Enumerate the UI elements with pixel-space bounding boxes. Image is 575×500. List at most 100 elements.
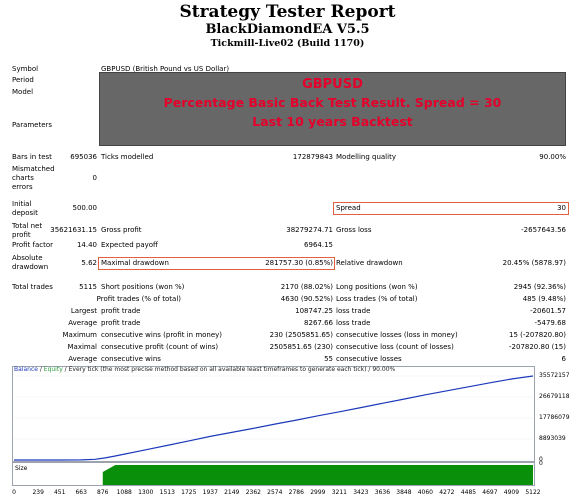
x-tick-label: 3211 — [331, 489, 347, 496]
x-tick-label: 2362 — [245, 489, 261, 496]
bars-label: Bars in test — [12, 153, 52, 161]
largest-label: Largest — [70, 307, 97, 315]
balance-chart — [12, 366, 535, 462]
largest-loss-value: -20601.57 — [530, 307, 566, 315]
largest-profit-value: 108747.25 — [295, 307, 333, 315]
banner-period: Last 10 years Backtest — [252, 114, 413, 129]
maximum-label: Maximum — [62, 331, 98, 339]
deposit-value: 500.00 — [72, 204, 98, 212]
x-tick-label: 2999 — [310, 489, 326, 496]
spread-label: Spread — [336, 204, 361, 212]
x-tick-label: 2574 — [267, 489, 283, 496]
largest-profit-label: profit trade — [101, 307, 141, 315]
max-cons-losses-label: consecutive losses (loss in money) — [336, 331, 458, 339]
abs-drawdown-label-2: drawdown — [12, 263, 49, 271]
x-tick-label: 4697 — [482, 489, 498, 496]
net-profit-label-2: profit — [12, 231, 31, 239]
parameters-label: Parameters — [12, 121, 53, 129]
max-cons-wins-value: 230 (2505851.65) — [269, 331, 333, 339]
gross-profit-value: 38279274.71 — [286, 226, 333, 234]
mismatch-label-3: errors — [12, 183, 33, 191]
legend-separator: / — [37, 366, 44, 373]
x-tick-label: 876 — [97, 489, 109, 496]
size-label: Size — [15, 465, 28, 472]
average-loss-value: -5479.68 — [534, 319, 566, 327]
average-cons-label: Average — [68, 355, 97, 363]
loss-trades-label: Loss trades (% of total) — [336, 295, 418, 303]
ticks-label: Ticks modelled — [101, 153, 154, 161]
size-zero-label: 0 — [539, 460, 543, 467]
gross-profit-label: Gross profit — [101, 226, 142, 234]
rel-drawdown-label: Relative drawdown — [336, 259, 403, 267]
long-positions-label: Long positions (won %) — [336, 283, 418, 291]
abs-drawdown-label-1: Absolute — [12, 254, 43, 262]
spread-highlight — [333, 202, 569, 215]
x-tick-label: 451 — [53, 489, 66, 496]
net-profit-value: 35621631.15 — [50, 226, 97, 234]
balance-series-line — [14, 375, 534, 461]
x-tick-label: 4060 — [417, 489, 434, 496]
x-tick-label: 1088 — [116, 489, 132, 496]
long-positions-value: 2945 (92.36%) — [513, 283, 566, 291]
x-tick-label: 3423 — [353, 489, 369, 496]
ticks-value: 172879843 — [292, 153, 333, 161]
x-tick-label: 1300 — [138, 489, 154, 496]
y-tick-label: 8893039 — [539, 435, 566, 442]
chart-legend: Balance / Equity / Every tick (the most … — [14, 366, 395, 373]
average-loss-label: loss trade — [336, 319, 371, 327]
y-tick-label: 35572157 — [539, 372, 570, 379]
x-tick-label: 1725 — [181, 489, 197, 496]
x-tick-label: 4485 — [460, 489, 477, 496]
x-tick-label: 0 — [12, 489, 16, 496]
max-drawdown-highlight — [98, 257, 335, 270]
y-tick-label: 17786079 — [539, 414, 570, 421]
symbol-value: GBPUSD (British Pound vs US Dollar) — [101, 65, 230, 73]
avg-cons-wins-value: 55 — [324, 355, 333, 363]
profit-trades-value: 4630 (90.52%) — [280, 295, 333, 303]
maximal-loss-label: consecutive loss (count of losses) — [336, 343, 454, 351]
gross-loss-label: Gross loss — [336, 226, 372, 234]
expected-payoff-label: Expected payoff — [101, 241, 158, 249]
avg-cons-losses-value: 6 — [561, 355, 566, 363]
x-tick-label: 5122 — [525, 489, 541, 496]
bars-value: 695036 — [70, 153, 97, 161]
maximal-loss-value: -207820.80 (15) — [509, 343, 566, 351]
x-tick-label: 2149 — [224, 489, 240, 496]
x-tick-label: 3848 — [396, 489, 412, 496]
avg-cons-wins-label: consecutive wins — [101, 355, 161, 363]
x-tick-label: 4272 — [439, 489, 455, 496]
max-drawdown-label: Maximal drawdown — [101, 259, 169, 267]
rel-drawdown-value: 20.45% (5878.97) — [502, 259, 566, 267]
maximal-profit-value: 2505851.65 (230) — [269, 343, 333, 351]
quality-value: 90.00% — [539, 153, 566, 161]
legend-description: / Every tick (the most precise method ba… — [62, 366, 396, 373]
model-label: Model — [12, 88, 34, 96]
legend-balance: Balance — [14, 366, 38, 373]
largest-loss-label: loss trade — [336, 307, 371, 315]
x-tick-label: 1513 — [159, 489, 175, 496]
y-tick-label: 0 — [539, 456, 543, 463]
legend-equity: Equity — [43, 366, 63, 373]
maximal-label: Maximal — [67, 343, 97, 351]
mismatch-label-1: Mismatched — [12, 165, 55, 173]
average-profit-value: 8267.66 — [304, 319, 333, 327]
period-label: Period — [12, 76, 34, 84]
deposit-label-2: deposit — [12, 209, 38, 217]
report-title: Strategy Tester Report — [179, 2, 396, 22]
profit-trades-label: Profit trades (% of total) — [96, 295, 181, 303]
abs-drawdown-value: 5.62 — [81, 259, 97, 267]
max-cons-wins-label: consecutive wins (profit in money) — [101, 331, 223, 339]
report-subtitle: BlackDiamondEA V5.5 — [205, 22, 370, 37]
avg-cons-losses-label: consecutive losses — [336, 355, 402, 363]
maximal-profit-label: consecutive profit (count of wins) — [101, 343, 219, 351]
total-trades-value: 5115 — [79, 283, 97, 291]
mismatch-value: 0 — [92, 174, 97, 182]
symbol-label: Symbol — [12, 65, 39, 73]
max-cons-losses-value: 15 (-207820.80) — [509, 331, 566, 339]
spread-value: 30 — [557, 204, 566, 212]
max-drawdown-value: 281757.30 (0.85%) — [265, 259, 333, 267]
deposit-label-1: Initial — [12, 200, 32, 208]
mismatch-label-2: charts — [12, 174, 34, 182]
net-profit-label-1: Total net — [12, 222, 43, 230]
